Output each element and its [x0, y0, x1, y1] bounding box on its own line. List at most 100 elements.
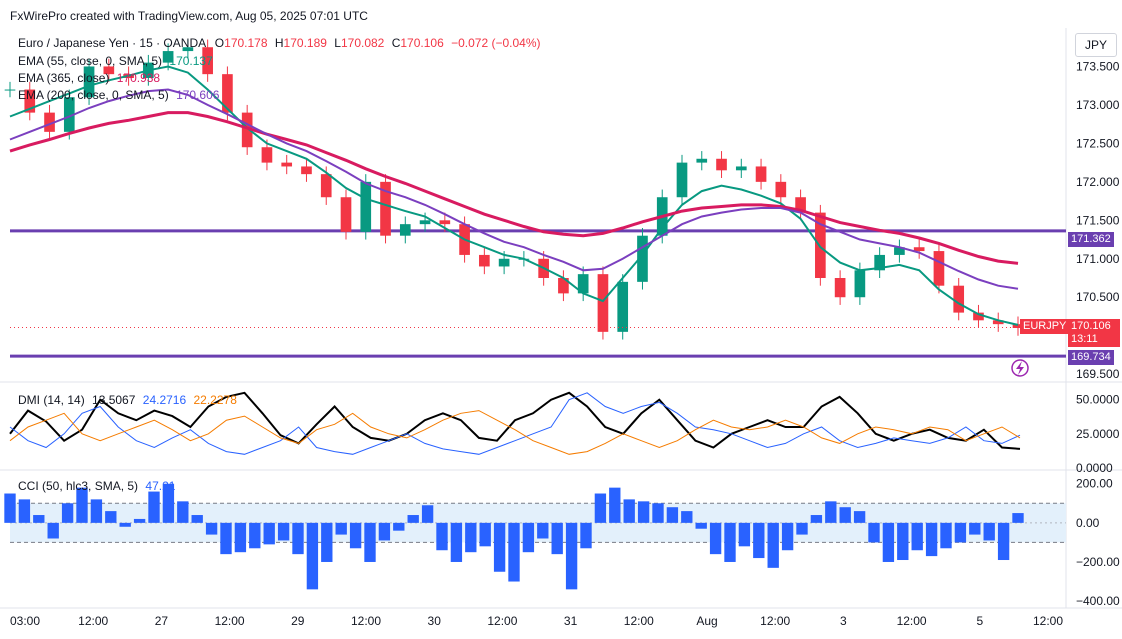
resistance-badge: 171.362 [1068, 232, 1114, 247]
candle-body [182, 47, 194, 52]
cci-bar [263, 522, 275, 545]
ema200-label: EMA (200, close, 0, SMA, 5) [18, 88, 169, 102]
x-tick-label: 29 [291, 614, 305, 628]
cci-bar [551, 522, 563, 555]
cci-bar [839, 507, 851, 523]
price-y-tick: 169.500 [1076, 367, 1120, 381]
candle-body [380, 181, 391, 236]
x-tick-label: 12:00 [624, 614, 654, 628]
cci-legend[interactable]: CCI (50, hlc3, SMA, 5) 47.21 [18, 479, 175, 493]
ema365-value: 170.938 [116, 71, 161, 85]
ema200-legend[interactable]: EMA (200, close, 0, SMA, 5) 170.606 [18, 88, 219, 102]
x-tick-label: 12:00 [351, 614, 381, 628]
candle-body [24, 89, 36, 113]
cci-bar [508, 522, 520, 582]
cci-bar [465, 522, 477, 553]
cci-bar [306, 522, 319, 590]
candle-body [696, 158, 708, 163]
cci-bar [133, 518, 146, 523]
candle-body [222, 74, 233, 113]
x-tick-label: Aug [696, 614, 717, 628]
cci-bar [177, 501, 189, 523]
candle-body [815, 212, 826, 278]
cci-bar [897, 522, 909, 561]
cci-bar [681, 511, 693, 523]
candle-body [676, 162, 688, 198]
symbol-tag: EURJPY [1020, 319, 1070, 334]
cci-bar [997, 522, 1010, 561]
candle-body [202, 47, 213, 75]
candle-body [103, 66, 115, 75]
currency-button[interactable]: JPY [1075, 33, 1117, 57]
close-label: C [391, 36, 401, 50]
candle-body [795, 197, 806, 213]
candle-body [637, 235, 648, 282]
candle-body [44, 112, 55, 132]
cci-bar [724, 522, 736, 562]
cci-bar [321, 522, 333, 562]
price-y-tick: 170.500 [1076, 290, 1120, 304]
price-series-line [9, 88, 1019, 290]
cci-bar [119, 522, 131, 527]
x-tick-label: 12:00 [78, 614, 108, 628]
cci-bar [421, 505, 434, 523]
candle-body [755, 166, 767, 182]
candle-body [320, 174, 332, 198]
ema365-legend[interactable]: EMA (365, close) 170.938 [18, 71, 160, 85]
x-tick-label: 03:00 [10, 614, 40, 628]
candle-body [301, 166, 312, 175]
price-y-tick: 172.500 [1076, 136, 1120, 150]
dmi-legend[interactable]: DMI (14, 14) 13.5067 24.2716 22.2278 [18, 393, 237, 407]
price-series-line [9, 65, 1019, 326]
candle-body [992, 320, 1004, 325]
ema365-label: EMA (365, close) [18, 71, 110, 85]
cci-bar [882, 522, 895, 562]
candle-body [360, 181, 372, 232]
cci-bar [234, 522, 247, 553]
cci-bar [695, 522, 707, 529]
cci-bar [709, 522, 722, 555]
candle-body [775, 181, 787, 198]
cci-bar [522, 522, 535, 553]
cci-bar [767, 522, 779, 568]
dmi-series-line [9, 392, 1021, 455]
cci-bar [393, 522, 405, 531]
cci-bar [623, 499, 635, 523]
candle-body [913, 247, 925, 252]
candle-body [716, 158, 727, 171]
candle-body [597, 274, 609, 332]
close-value: 170.106 [400, 36, 444, 50]
candle-body [261, 147, 273, 163]
change-value: −0.072 (−0.04%) [451, 36, 541, 50]
price-y-tick: 172.000 [1076, 175, 1120, 189]
cci-bar [148, 491, 160, 523]
price-series-line [9, 111, 1019, 265]
cci-bar [565, 522, 578, 590]
cci-bar [335, 522, 347, 535]
candle-body [399, 224, 411, 236]
cci-bar [364, 522, 376, 562]
cci-bar [292, 522, 304, 555]
cci-bar [61, 503, 74, 523]
dmi-label: DMI (14, 14) [18, 393, 85, 407]
cci-bar [781, 522, 794, 551]
x-tick-label: 12:00 [215, 614, 245, 628]
open-label: O [214, 36, 225, 50]
cci-bar [969, 522, 981, 535]
symbol-line[interactable]: Euro / Japanese Yen · 15 · OANDA O170.17… [18, 36, 541, 50]
countdown-value: 13:11 [1071, 333, 1098, 345]
cci-bar [76, 487, 88, 523]
cci-bar [652, 503, 664, 523]
candle-body [577, 274, 589, 294]
ema55-value: 170.137 [169, 54, 213, 68]
candle-body [340, 197, 352, 232]
dmi-series-line [9, 410, 1021, 455]
cci-bar [609, 487, 621, 523]
candle-body [241, 112, 253, 148]
price-y-tick: 171.000 [1076, 252, 1120, 266]
ema55-legend[interactable]: EMA (55, close, 0, SMA, 5) 170.137 [18, 54, 213, 68]
ema200-value: 170.606 [176, 88, 220, 102]
candle-body [735, 166, 747, 171]
